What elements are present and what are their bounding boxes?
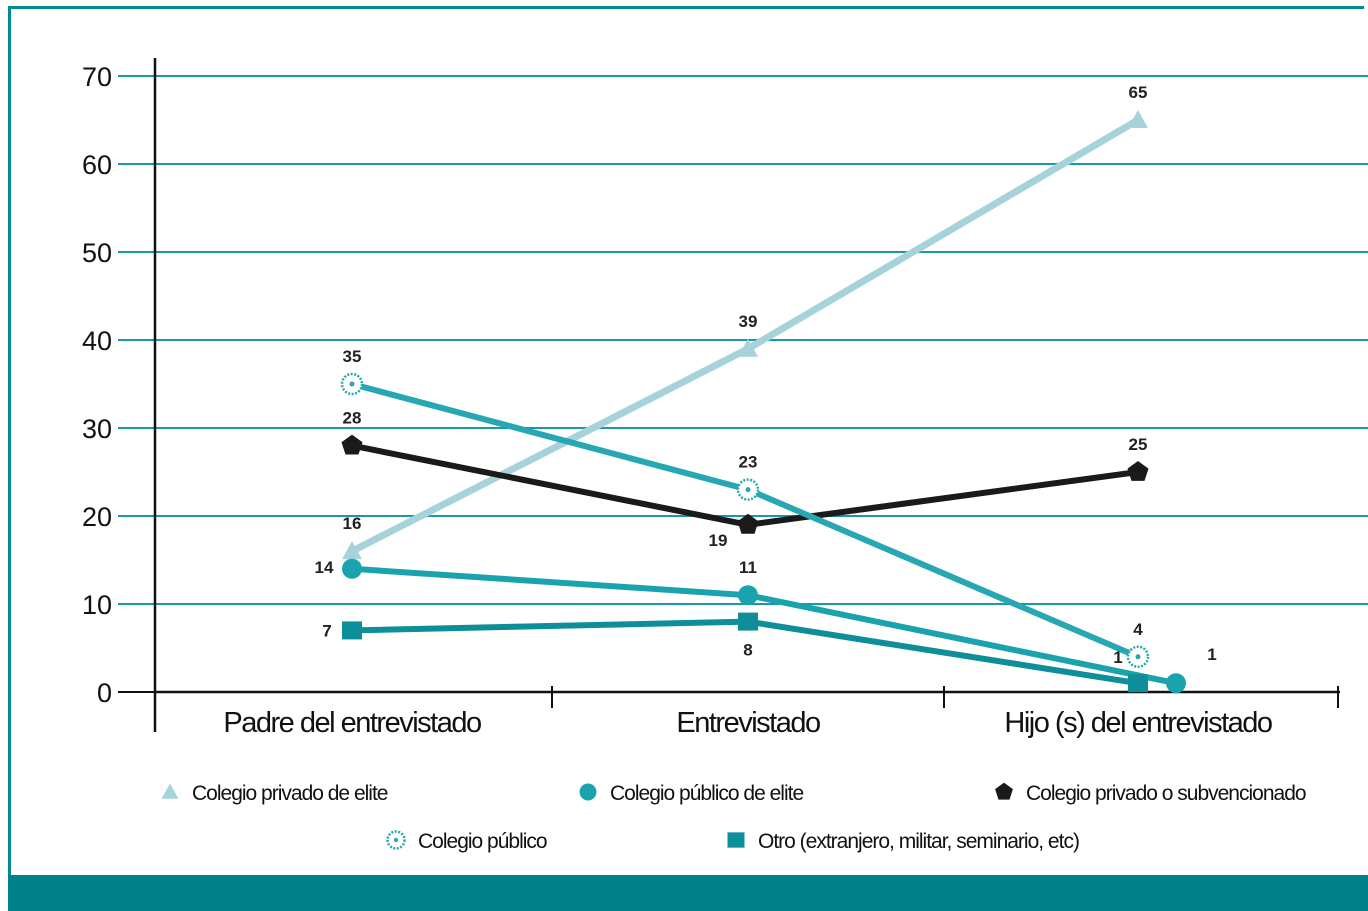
dotted-circle-marker-center: [349, 381, 355, 387]
dotted-circle-marker-center: [1135, 654, 1141, 660]
legend-item: Colegio privado o subvencionado: [995, 782, 1307, 805]
x-tick-label: Hijo (s) del entrevistado: [1004, 707, 1271, 739]
y-tick-label: 40: [82, 326, 112, 356]
y-tick-label: 30: [82, 414, 112, 444]
legend-label: Colegio privado de elite: [192, 782, 388, 805]
legend-label: Otro (extranjero, militar, seminario, et…: [758, 830, 1079, 853]
y-tick-label: 10: [82, 590, 112, 620]
data-label: 28: [343, 409, 362, 428]
circle-marker: [342, 558, 362, 579]
data-label: 39: [739, 312, 758, 331]
data-label: 8: [743, 641, 752, 660]
triangle-marker: [738, 338, 758, 357]
data-label: 11: [739, 558, 757, 577]
triangle-marker: [1128, 110, 1148, 128]
data-label: 14: [315, 558, 334, 577]
square-marker: [738, 612, 758, 631]
y-tick-label: 50: [82, 238, 112, 268]
pentagon-marker: [341, 434, 363, 455]
data-label: 23: [739, 453, 758, 472]
data-label: 65: [1129, 83, 1148, 102]
legend-item: Colegio público: [386, 830, 548, 853]
triangle-marker: [342, 541, 362, 560]
series-lines: [340, 110, 1186, 694]
triangle-marker: [161, 783, 179, 799]
bottom-band: [8, 875, 1368, 911]
data-label: 1: [1113, 648, 1122, 667]
square-marker: [727, 832, 745, 848]
data-label: 19: [709, 531, 728, 550]
dotted-circle-marker-center: [393, 837, 399, 843]
y-tick-label: 20: [82, 502, 112, 532]
legend-label: Colegio público de elite: [610, 782, 803, 805]
square-marker: [1128, 674, 1148, 693]
legend-item: Colegio público de elite: [579, 782, 804, 805]
pentagon-marker: [995, 782, 1013, 800]
gridlines: [118, 75, 1368, 693]
legend-label: Colegio público: [418, 830, 547, 853]
circle-marker: [1166, 673, 1186, 694]
pentagon-marker: [737, 513, 759, 534]
data-label: 4: [1133, 620, 1143, 639]
legend-item: Colegio privado de elite: [161, 782, 389, 805]
data-label: 16: [343, 514, 362, 533]
pentagon-marker: [1127, 461, 1149, 481]
data-label: 1: [1207, 645, 1216, 664]
circle-marker: [738, 585, 758, 606]
dotted-circle-marker-center: [745, 487, 751, 493]
x-tick-label: Padre del entrevistado: [223, 707, 481, 739]
axes: 0 10 20 30 40 50 60 70 Padre del entrevistado Ent…: [82, 58, 1340, 739]
data-label: 35: [343, 347, 362, 366]
y-tick-label: 70: [82, 62, 112, 92]
data-label: 7: [322, 621, 331, 640]
chart-frame: [8, 6, 1364, 911]
square-marker: [342, 621, 362, 640]
legend-item: Otro (extranjero, militar, seminario, et…: [727, 830, 1080, 853]
legend-label: Colegio privado o subvencionado: [1026, 782, 1306, 805]
y-tick-label: 0: [97, 678, 112, 708]
y-tick-label: 60: [82, 150, 112, 180]
data-label: 25: [1129, 435, 1148, 454]
circle-marker: [579, 783, 597, 801]
x-tick-label: Entrevistado: [676, 707, 820, 739]
legend: Colegio privado de elite Colegio público …: [161, 782, 1307, 853]
